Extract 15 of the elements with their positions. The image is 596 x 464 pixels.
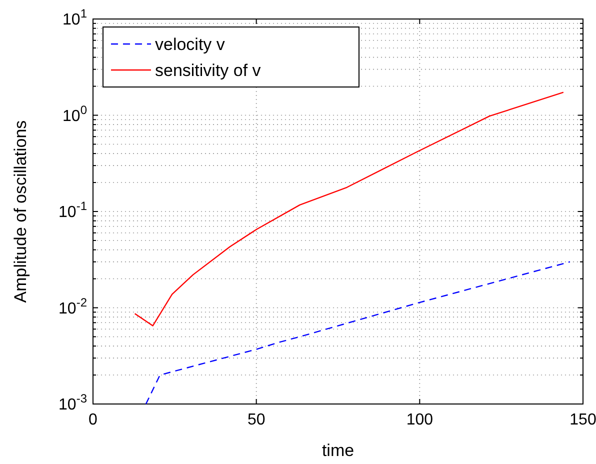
line-series [134,92,564,326]
legend-label: velocity v [155,34,226,54]
y-tick-label: 10$^{-1}$ [58,199,88,222]
y-tick-label: 10$^{-3}$ [58,392,88,414]
x-tick-label: 50 [247,412,266,429]
y-tick-label: 10$^{0}$ [62,102,88,125]
x-tick-label: 100 [406,412,434,429]
x-tick-label: 150 [570,412,596,429]
y-tick-label: 10$^{1}$ [62,6,88,29]
y-axis-title: Amplitude of oscillations [11,120,30,303]
x-tick-label: 0 [88,412,98,429]
x-axis-title: time [322,441,354,460]
y-tick-label: 10$^{-2}$ [58,295,88,318]
legend-label: sensitivity of v [155,60,262,80]
line-series [145,261,571,405]
